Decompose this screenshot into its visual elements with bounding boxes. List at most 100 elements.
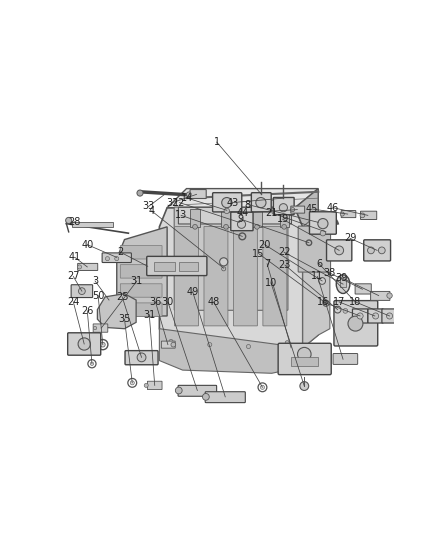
Text: 4: 4 [148, 206, 155, 216]
Circle shape [224, 208, 230, 214]
Circle shape [285, 341, 289, 345]
FancyBboxPatch shape [120, 303, 162, 316]
Bar [279, 209, 289, 227]
Circle shape [297, 348, 311, 361]
Text: 22: 22 [278, 247, 290, 257]
Bar [154, 262, 175, 271]
Circle shape [222, 198, 232, 208]
Circle shape [219, 258, 228, 266]
Circle shape [340, 212, 344, 216]
Circle shape [261, 385, 265, 389]
FancyBboxPatch shape [298, 226, 331, 272]
Polygon shape [167, 189, 318, 208]
Text: 10: 10 [265, 278, 277, 288]
Polygon shape [159, 329, 303, 373]
Text: 49: 49 [187, 287, 199, 297]
Circle shape [175, 387, 182, 394]
Circle shape [343, 309, 348, 313]
FancyBboxPatch shape [78, 263, 98, 270]
FancyBboxPatch shape [382, 309, 397, 323]
Circle shape [93, 326, 97, 330]
Circle shape [237, 220, 246, 228]
FancyBboxPatch shape [371, 292, 390, 301]
Circle shape [100, 342, 105, 347]
FancyBboxPatch shape [148, 381, 162, 390]
Polygon shape [117, 227, 167, 316]
Circle shape [202, 393, 209, 400]
Text: 19: 19 [276, 214, 289, 224]
Text: 7: 7 [264, 259, 270, 269]
Circle shape [137, 190, 143, 196]
FancyBboxPatch shape [212, 192, 242, 212]
Text: 45: 45 [306, 204, 318, 214]
Text: 21: 21 [265, 208, 278, 218]
FancyBboxPatch shape [355, 284, 371, 294]
Text: 35: 35 [118, 314, 131, 324]
Circle shape [254, 224, 259, 229]
Circle shape [357, 313, 363, 319]
FancyBboxPatch shape [364, 240, 391, 261]
Text: 32: 32 [166, 198, 179, 208]
Circle shape [378, 247, 385, 254]
FancyBboxPatch shape [93, 324, 108, 332]
FancyBboxPatch shape [174, 227, 198, 326]
FancyBboxPatch shape [125, 351, 158, 365]
Text: 13: 13 [175, 211, 187, 220]
FancyBboxPatch shape [333, 353, 358, 365]
FancyBboxPatch shape [327, 240, 352, 261]
FancyBboxPatch shape [204, 227, 228, 326]
FancyBboxPatch shape [291, 206, 305, 213]
Circle shape [208, 343, 212, 346]
FancyBboxPatch shape [178, 385, 217, 396]
Polygon shape [159, 208, 303, 348]
Circle shape [115, 256, 119, 261]
FancyBboxPatch shape [120, 284, 162, 297]
Text: 12: 12 [173, 198, 186, 208]
Text: 1: 1 [214, 137, 220, 147]
Text: 27: 27 [67, 271, 80, 281]
Text: 3: 3 [92, 276, 98, 286]
Text: 31: 31 [131, 276, 143, 286]
Bar [221, 209, 231, 227]
Circle shape [90, 362, 94, 366]
Circle shape [144, 383, 148, 387]
Circle shape [224, 224, 228, 229]
Text: 28: 28 [69, 217, 81, 227]
Circle shape [279, 204, 287, 212]
Text: 16: 16 [317, 297, 329, 307]
Text: 40: 40 [81, 240, 93, 249]
Polygon shape [97, 294, 136, 329]
FancyBboxPatch shape [233, 227, 258, 326]
Circle shape [187, 192, 191, 197]
FancyBboxPatch shape [310, 212, 336, 234]
Text: 9: 9 [238, 214, 244, 224]
Circle shape [193, 224, 198, 229]
Bar [72, 222, 113, 227]
Text: 15: 15 [252, 248, 265, 259]
FancyBboxPatch shape [190, 190, 206, 198]
Text: 43: 43 [226, 198, 238, 208]
Text: 33: 33 [142, 201, 155, 212]
Text: 26: 26 [81, 306, 93, 316]
Circle shape [360, 213, 365, 217]
Circle shape [66, 217, 72, 223]
Text: 20: 20 [258, 240, 271, 249]
Ellipse shape [336, 275, 350, 294]
Text: 25: 25 [116, 292, 128, 302]
Text: 24: 24 [67, 297, 80, 307]
Text: 14: 14 [181, 193, 194, 203]
Text: 44: 44 [237, 208, 249, 218]
FancyBboxPatch shape [353, 309, 368, 323]
FancyBboxPatch shape [341, 211, 356, 217]
FancyBboxPatch shape [178, 207, 291, 224]
Polygon shape [303, 214, 330, 348]
Text: 2: 2 [117, 247, 124, 257]
Circle shape [387, 293, 392, 298]
Circle shape [130, 381, 134, 385]
FancyBboxPatch shape [120, 265, 162, 278]
Circle shape [373, 313, 379, 319]
Text: 50: 50 [92, 290, 104, 301]
FancyBboxPatch shape [102, 253, 131, 263]
Text: 6: 6 [316, 259, 322, 269]
Bar [179, 262, 198, 271]
